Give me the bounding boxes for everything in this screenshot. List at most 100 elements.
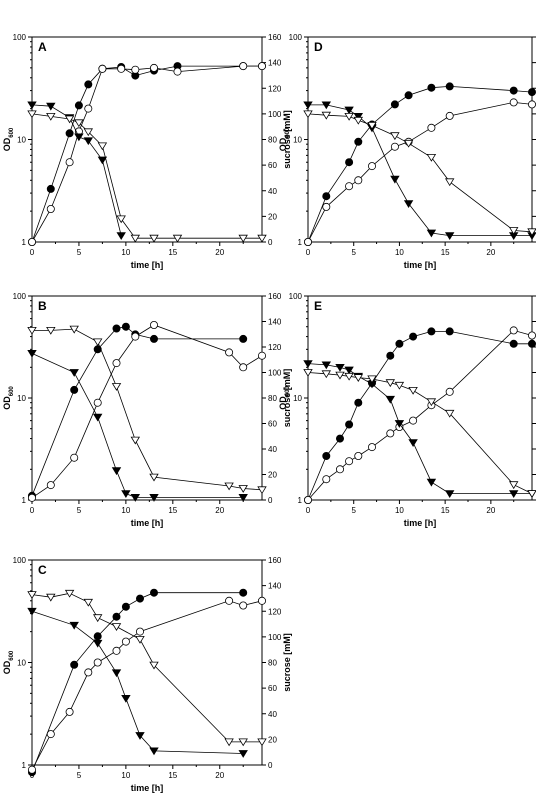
data-point-filled-triangle-down xyxy=(394,420,405,428)
x-axis-label: time [h] xyxy=(404,260,437,270)
data-point-open-circle xyxy=(121,637,130,646)
y-left-label-main: OD xyxy=(278,396,288,410)
data-point-filled-triangle-down xyxy=(238,750,248,758)
data-point-open-triangle-down xyxy=(403,139,414,148)
data-point-open-triangle-down xyxy=(257,738,267,747)
data-point-filled-triangle-down xyxy=(69,369,79,377)
data-point-open-circle xyxy=(98,64,107,73)
panel-label: E xyxy=(314,299,322,313)
data-point-open-circle xyxy=(27,237,36,246)
data-point-filled-circle xyxy=(427,83,436,92)
data-point-open-circle xyxy=(386,429,395,438)
data-point-open-triangle-down xyxy=(257,486,267,495)
y-left-tick-label: 100 xyxy=(289,33,303,42)
panel-label: C xyxy=(38,563,47,577)
x-tick-label: 5 xyxy=(77,771,82,780)
data-point-open-circle xyxy=(149,320,158,329)
data-point-open-triangle-down xyxy=(335,371,345,380)
y-right-tick-label: 120 xyxy=(268,607,282,616)
x-tick-label: 15 xyxy=(441,506,450,515)
panel-e: 05101520110100020406080100120140160time … xyxy=(278,292,536,528)
y-left-tick-label: 10 xyxy=(293,136,302,145)
y-right-tick-label: 120 xyxy=(268,343,282,352)
data-point-open-circle xyxy=(335,465,344,474)
data-point-filled-circle xyxy=(509,339,518,348)
y-right-tick-label: 80 xyxy=(268,659,277,668)
panel-label: D xyxy=(314,40,323,54)
data-point-open-circle xyxy=(225,596,234,605)
data-point-open-triangle-down xyxy=(508,481,519,490)
series-line-filled-circle xyxy=(307,330,532,501)
data-point-open-triangle-down xyxy=(367,122,377,130)
data-point-filled-circle xyxy=(445,327,454,336)
panel-d: 05101520110100020406080100120140160time … xyxy=(278,33,536,270)
data-point-open-circle xyxy=(84,104,93,113)
y-left-tick-label: 100 xyxy=(289,292,303,301)
panel-b: 0 5 10 15 20 1 10 100 0 20 40 60 80 100 120 140 160 time … xyxy=(2,292,292,528)
data-point-filled-circle xyxy=(46,184,55,193)
data-point-filled-circle xyxy=(345,420,354,429)
data-point-open-triangle-down xyxy=(444,178,455,187)
y-right-tick-label: 40 xyxy=(268,187,277,196)
data-point-open-triangle-down xyxy=(27,326,37,335)
data-point-open-triangle-down xyxy=(353,116,364,125)
data-point-open-circle xyxy=(239,601,248,610)
x-tick-label: 0 xyxy=(306,248,311,257)
data-point-filled-triangle-down xyxy=(238,493,248,502)
data-point-filled-triangle-down xyxy=(390,175,400,184)
data-point-open-triangle-down xyxy=(408,386,418,395)
y-left-label-subscript: 600 xyxy=(9,386,15,397)
series-line-open-triangle-down xyxy=(307,372,533,494)
data-point-open-triangle-down xyxy=(46,113,56,121)
data-point-open-triangle-down xyxy=(385,379,396,388)
data-point-open-triangle-down xyxy=(257,234,267,243)
panel-label: B xyxy=(38,299,47,313)
y-left-label-subscript: 600 xyxy=(9,650,15,661)
y-left-tick-label: 100 xyxy=(13,33,27,42)
data-point-filled-triangle-down xyxy=(116,232,126,240)
plot-frame xyxy=(31,295,263,501)
data-point-filled-triangle-down xyxy=(344,106,354,115)
y-right-tick-label: 120 xyxy=(268,84,282,93)
data-point-open-triangle-down xyxy=(426,398,437,407)
x-tick-label: 15 xyxy=(168,506,177,515)
data-point-open-circle xyxy=(27,765,36,774)
data-point-open-triangle-down xyxy=(238,485,248,493)
data-point-filled-triangle-down xyxy=(149,747,159,756)
y-left-label-main: OD xyxy=(2,396,12,410)
data-point-open-triangle-down xyxy=(27,591,37,599)
data-point-filled-triangle-down xyxy=(344,366,354,375)
data-point-filled-circle xyxy=(112,324,121,333)
data-point-filled-triangle-down xyxy=(92,413,103,422)
data-point-filled-triangle-down xyxy=(27,101,37,110)
data-point-open-circle xyxy=(65,707,74,716)
data-point-filled-circle xyxy=(65,129,74,138)
y-right-tick-label: 160 xyxy=(268,556,282,565)
data-point-open-circle xyxy=(322,475,331,484)
data-point-filled-circle xyxy=(390,100,399,109)
data-point-open-triangle-down xyxy=(64,115,75,124)
data-point-filled-triangle-down xyxy=(130,493,141,502)
data-point-filled-circle xyxy=(445,82,454,91)
data-point-open-triangle-down xyxy=(135,636,145,644)
data-point-filled-triangle-down xyxy=(83,137,94,146)
series-line-open-triangle-down xyxy=(31,113,262,239)
y-left-axis-label: OD600 xyxy=(278,386,291,410)
data-point-filled-circle xyxy=(386,351,395,360)
data-point-open-triangle-down xyxy=(172,234,183,243)
data-point-open-circle xyxy=(303,495,312,504)
data-point-filled-triangle-down xyxy=(426,229,437,238)
data-point-open-triangle-down xyxy=(92,614,103,623)
y-left-label-subscript: 600 xyxy=(9,127,15,138)
data-point-open-circle xyxy=(528,331,536,340)
data-point-open-triangle-down xyxy=(390,132,400,141)
data-point-filled-triangle-down xyxy=(111,467,122,476)
data-point-open-circle xyxy=(225,348,234,357)
x-tick-label: 20 xyxy=(215,771,224,780)
data-point-filled-circle xyxy=(135,594,144,603)
y-left-label-subscript: 600 xyxy=(285,386,291,397)
y-left-axis-label: OD600 xyxy=(278,127,291,151)
data-point-filled-triangle-down xyxy=(385,395,396,404)
data-point-open-triangle-down xyxy=(74,119,84,128)
data-point-open-triangle-down xyxy=(444,409,455,418)
